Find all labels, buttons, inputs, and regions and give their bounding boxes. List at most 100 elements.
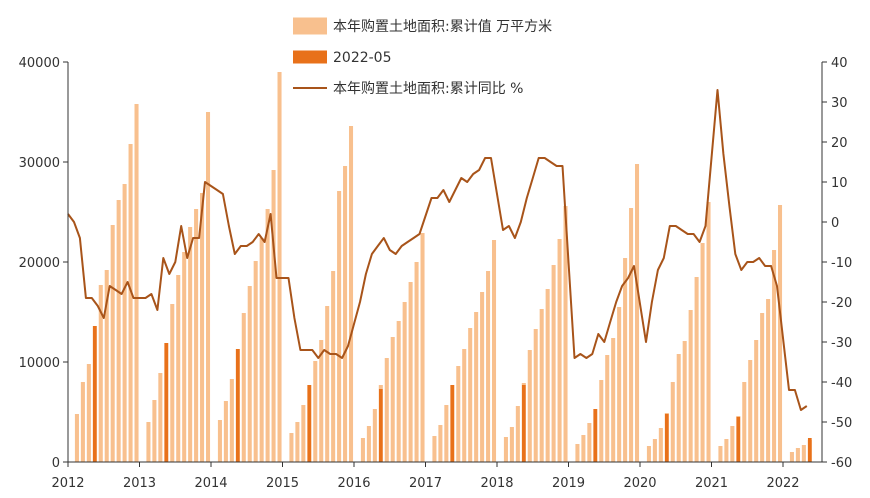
bar-cumulative-2015-11: [343, 166, 348, 462]
bar-cumulative-2015-10: [337, 191, 342, 462]
legend-label-1: 2022-05: [333, 50, 392, 66]
tick-label-left-10000: 10000: [19, 356, 60, 371]
bar-cumulative-2012-09: [116, 200, 121, 462]
tick-label-right-40: 40: [831, 56, 848, 71]
tick-label-x-2015: 2015: [266, 476, 299, 491]
bar-cumulative-2020-10: [694, 277, 699, 462]
bar-cumulative-2015-08: [325, 306, 330, 462]
bar-cumulative-2013-02: [146, 422, 151, 462]
bar-cumulative-2017-08: [468, 328, 473, 462]
tick-label-left-40000: 40000: [19, 56, 60, 71]
bar-cumulative-2021-08: [754, 340, 759, 462]
bar-cumulative-2016-03: [366, 426, 371, 462]
bar-cumulative-2012-07: [104, 270, 109, 462]
bar-cumulative-2013-08: [182, 252, 187, 462]
bar-cumulative-2020-06: [670, 382, 675, 462]
bar-cumulative-2021-12: [777, 205, 783, 462]
bar-cumulative-2012-08: [110, 225, 115, 462]
tick-label-left-30000: 30000: [19, 156, 60, 171]
bar-cumulative-2019-12: [634, 164, 640, 462]
legend-swatch-1: [293, 50, 327, 64]
bar-may-2013: [164, 343, 169, 462]
bar-may-2018: [521, 385, 526, 462]
line-group: [67, 89, 808, 411]
bar-cumulative-2022-04: [801, 445, 806, 462]
bar-cumulative-2021-04: [730, 426, 735, 462]
tick-label-right--50: -50: [831, 416, 852, 431]
bar-cumulative-2013-10: [194, 209, 199, 462]
bar-cumulative-2018-04: [515, 406, 520, 462]
bar-cumulative-2019-08: [611, 338, 616, 462]
tick-label-right-10: 10: [831, 176, 848, 191]
bar-may-2019: [593, 409, 598, 462]
tick-label-x-2012: 2012: [51, 476, 84, 491]
bar-cumulative-2018-11: [557, 239, 562, 462]
tick-label-right--40: -40: [831, 376, 852, 391]
bar-may-2016: [378, 389, 383, 462]
legend-swatch-0: [293, 17, 327, 35]
tick-label-right--60: -60: [831, 456, 852, 471]
bar-cumulative-2018-10: [551, 265, 556, 462]
tick-label-x-2018: 2018: [480, 476, 513, 491]
bar-cumulative-2017-09: [474, 312, 479, 462]
bar-cumulative-2018-03: [509, 427, 514, 462]
bar-may-2021: [736, 417, 741, 462]
bar-may-2014: [235, 349, 240, 462]
bar-cumulative-2020-09: [688, 310, 693, 462]
axes-group: 0 10000 20000 30000 40000 -60 -50 -40 -30 -20 -10 0…: [19, 56, 853, 491]
bar-cumulative-2012-03: [80, 382, 85, 462]
bar-cumulative-2016-09: [402, 302, 407, 462]
tick-label-x-2019: 2019: [552, 476, 585, 491]
tick-label-right-0: 0: [831, 216, 839, 231]
bar-cumulative-2015-09: [331, 271, 336, 462]
bar-cumulative-2020-11: [700, 243, 705, 462]
bar-cumulative-2016-12: [420, 233, 425, 462]
legend-label-0: 本年购置土地面积:累计值 万平方米: [333, 19, 552, 35]
bar-cumulative-2016-02: [360, 438, 365, 462]
bar-cumulative-2016-11: [414, 262, 419, 462]
bar-cumulative-2018-02: [503, 437, 508, 462]
bar-cumulative-2014-03: [223, 401, 228, 462]
tick-label-x-2013: 2013: [123, 476, 156, 491]
bar-cumulative-2020-08: [682, 341, 687, 462]
bar-cumulative-2019-04: [587, 423, 592, 462]
bar-cumulative-2021-07: [748, 360, 753, 462]
tick-label-right-30: 30: [831, 96, 848, 111]
bar-cumulative-2019-02: [575, 444, 580, 462]
bar-cumulative-2014-09: [259, 238, 264, 462]
bar-cumulative-2019-03: [581, 435, 586, 462]
bar-cumulative-2013-04: [158, 373, 163, 462]
bar-may-2022: [807, 438, 812, 462]
bar-cumulative-2017-03: [438, 425, 443, 462]
tick-label-right--10: -10: [831, 256, 852, 271]
tick-label-x-2016: 2016: [337, 476, 370, 491]
bar-cumulative-2017-10: [480, 292, 485, 462]
tick-label-right--20: -20: [831, 296, 852, 311]
bar-cumulative-2021-10: [766, 299, 771, 462]
bar-may-2015: [307, 385, 312, 462]
bar-cumulative-2014-07: [247, 286, 252, 462]
bar-cumulative-2021-09: [760, 313, 765, 462]
bar-cumulative-2012-02: [74, 414, 79, 462]
tick-label-x-2021: 2021: [695, 476, 728, 491]
tick-label-x-2017: 2017: [409, 476, 442, 491]
bar-cumulative-2015-07: [319, 340, 324, 462]
bar-cumulative-2016-04: [372, 409, 377, 462]
bar-cumulative-2013-11: [200, 193, 205, 462]
tick-label-x-2022: 2022: [766, 476, 799, 491]
bar-cumulative-2014-12: [277, 72, 282, 462]
bar-cumulative-2014-06: [241, 313, 246, 462]
tick-label-right--30: -30: [831, 336, 852, 351]
tick-label-right-20: 20: [831, 136, 848, 151]
bar-cumulative-2013-03: [152, 400, 157, 462]
bar-cumulative-2022-03: [795, 448, 800, 462]
tick-label-x-2020: 2020: [623, 476, 656, 491]
tick-label-x-2014: 2014: [194, 476, 227, 491]
bar-may-2020: [664, 414, 669, 462]
bar-cumulative-2020-04: [658, 428, 663, 462]
bar-cumulative-2014-08: [253, 261, 258, 462]
bar-cumulative-2017-06: [456, 366, 461, 462]
bar-cumulative-2017-04: [444, 405, 449, 462]
bars-group: [74, 72, 812, 462]
bar-cumulative-2015-03: [295, 422, 300, 462]
